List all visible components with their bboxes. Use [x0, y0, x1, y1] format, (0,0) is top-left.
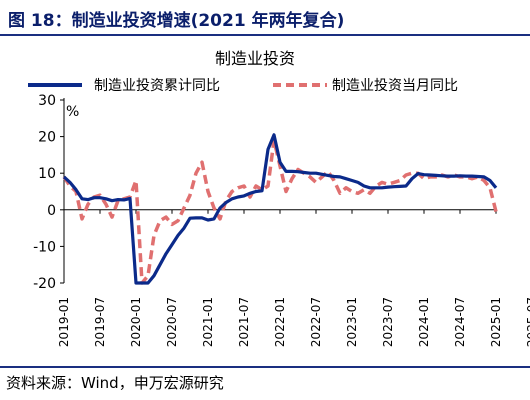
x-tick-label: 2025-01: [489, 297, 503, 347]
series-line-cumulative: [62, 133, 498, 285]
y-tick-label: -10: [33, 239, 56, 255]
x-tick-label: 2020-07: [165, 297, 179, 347]
legend-label-monthly: 制造业投资当月同比: [332, 78, 458, 94]
x-tick-label: 2020-01: [129, 297, 143, 347]
legend-label-cumulative: 制造业投资累计同比: [94, 78, 220, 94]
y-tick-label: 0: [47, 203, 56, 219]
x-tick-label: 2021-07: [237, 297, 251, 347]
x-tick-label: 2023-07: [381, 297, 395, 347]
x-axis: 2019-01 2019-07 2020-01 2020-07 2021-01 2021-…: [57, 209, 530, 347]
x-tick-label: 2022-07: [309, 297, 323, 347]
figure-title: 图 18：制造业投资增速(2021 年两年复合): [8, 11, 345, 31]
series-layer: [62, 133, 498, 285]
x-tick-label: 2019-07: [93, 297, 107, 347]
legend: 制造业投资累计同比 制造业投资当月同比: [28, 78, 458, 94]
y-tick-label: 20: [38, 130, 56, 146]
x-tick-label: 2022-01: [273, 297, 287, 347]
x-tick-label: 2024-01: [417, 297, 431, 347]
y-axis-unit-label: %: [66, 104, 79, 120]
y-axis: -20 -10 0 10 20 30: [33, 93, 65, 292]
x-tick-label: 2023-01: [345, 297, 359, 347]
series-line-monthly: [62, 138, 498, 285]
bottom-rule: [0, 366, 530, 368]
source-note: 资料来源：Wind，申万宏源研究: [6, 374, 224, 392]
y-tick-label: 10: [38, 166, 56, 182]
x-tick-label: 2021-01: [201, 297, 215, 347]
x-tick-label: 2024-07: [453, 297, 467, 347]
y-tick-label: 30: [38, 93, 56, 109]
title-rule: [0, 34, 530, 36]
x-tick-label: 2019-01: [57, 297, 71, 347]
x-tick-label: 2025-07: [525, 297, 530, 347]
chart-title: 制造业投资: [215, 49, 295, 68]
y-tick-label: -20: [33, 276, 56, 292]
chart-svg: 制造业投资 制造业投资累计同比 制造业投资当月同比 % -20 -10 0 10 20 3…: [28, 49, 530, 347]
